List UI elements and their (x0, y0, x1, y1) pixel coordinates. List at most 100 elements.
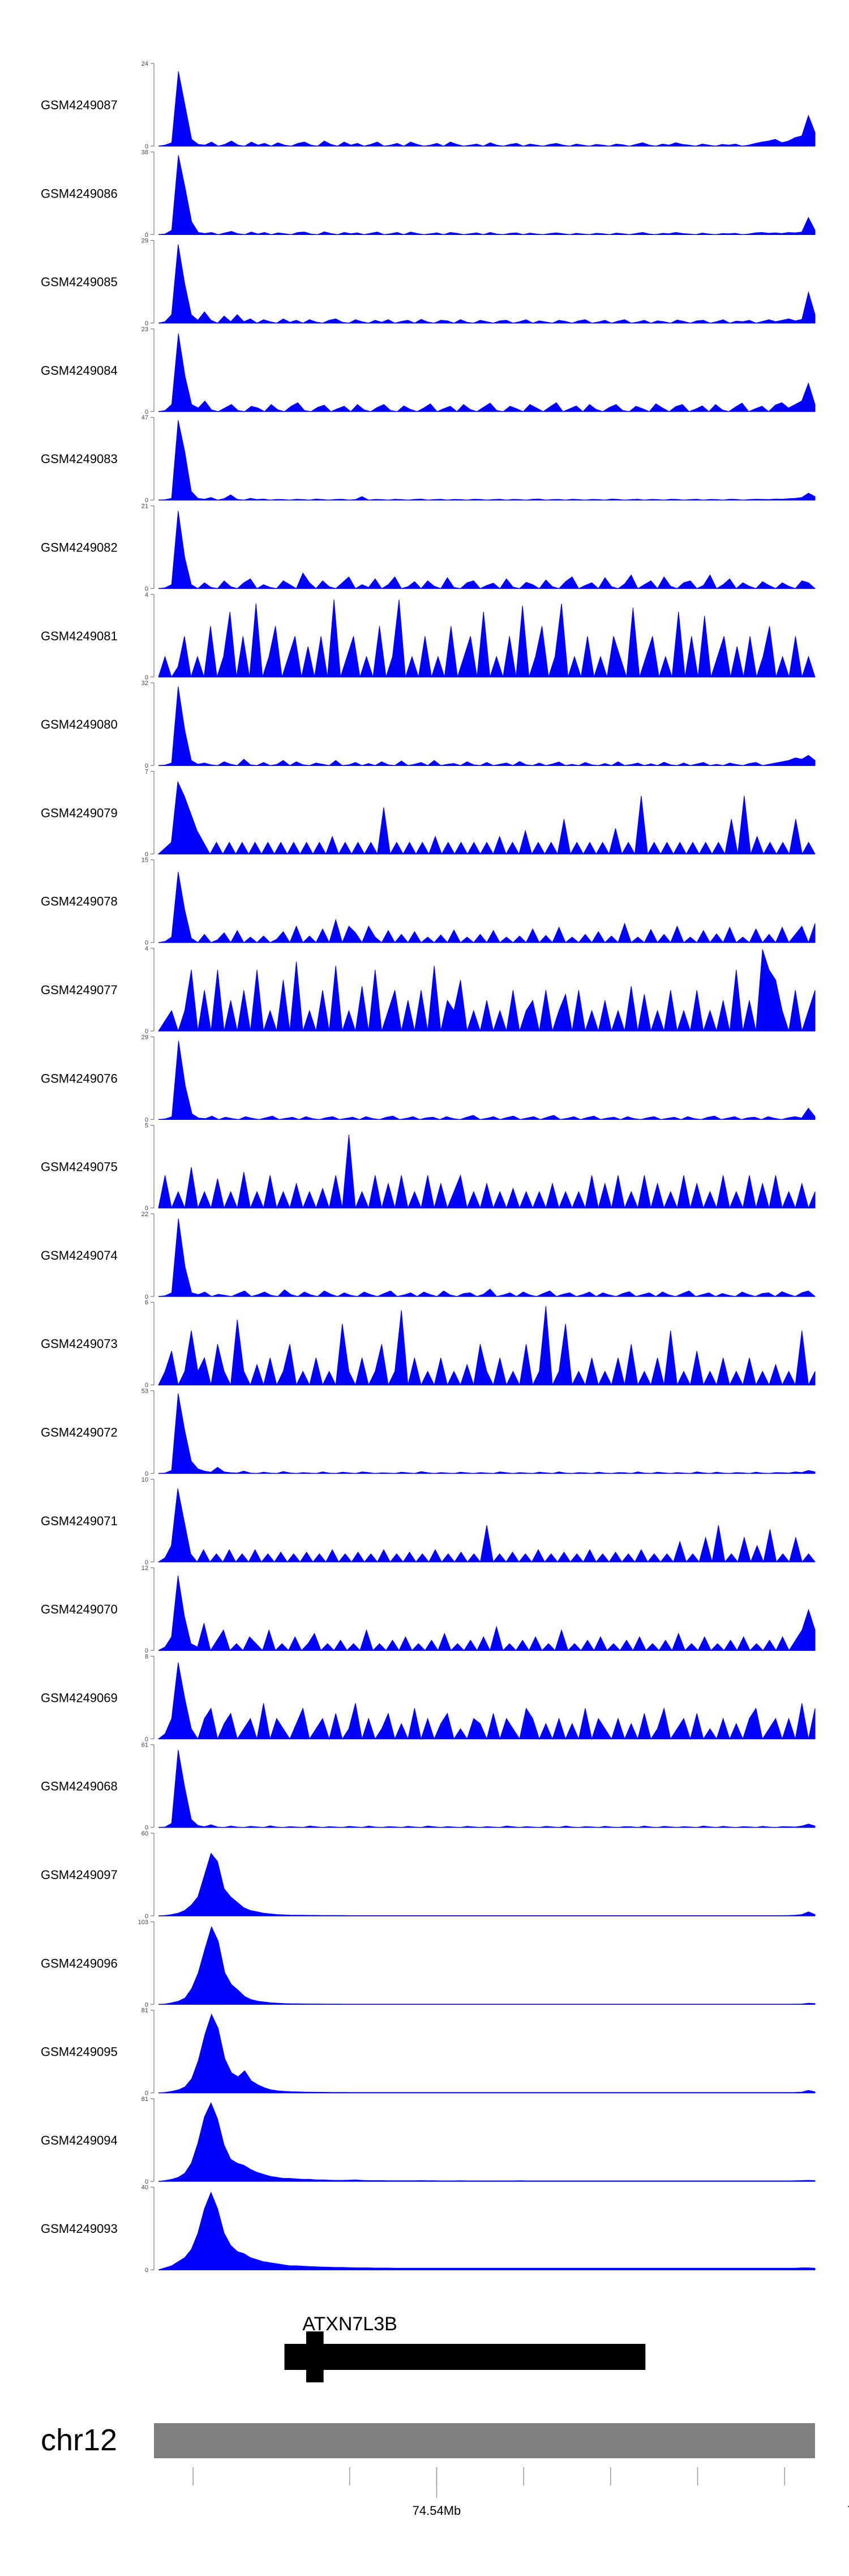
y-max-label: 24 (142, 61, 148, 67)
y-min-label: 0 (145, 940, 148, 947)
y-min-label: 0 (145, 763, 148, 769)
track-label: GSM4249070 (41, 1602, 118, 1616)
y-max-label: 103 (138, 1919, 148, 1925)
y-max-label: 5 (145, 1123, 148, 1129)
y-min-label: 0 (145, 851, 148, 858)
y-max-label: 29 (142, 1034, 148, 1041)
y-max-label: 7 (145, 768, 148, 775)
coverage-area (158, 71, 816, 147)
coverage-track: GSM4249070 12 0 (41, 1565, 816, 1654)
y-max-label: 6 (145, 1299, 148, 1306)
gene-name-label: ATXN7L3B (302, 2313, 397, 2335)
coverage-area (157, 1662, 816, 1740)
y-max-label: 29 (142, 238, 148, 245)
coverage-area (158, 871, 816, 944)
coverage-area (158, 1041, 816, 1120)
y-max-label: 8 (145, 1653, 148, 1660)
y-min-label: 0 (145, 1648, 148, 1654)
y-min-label: 0 (145, 1028, 148, 1035)
track-label: GSM4249072 (41, 1426, 118, 1440)
y-max-label: 10 (142, 1477, 148, 1483)
track-label: GSM4249083 (41, 452, 118, 466)
y-min-label: 0 (145, 232, 148, 238)
track-label: GSM4249075 (41, 1160, 118, 1174)
y-max-label: 40 (142, 2184, 148, 2191)
coverage-area (158, 1393, 816, 1474)
y-max-label: 81 (142, 2008, 148, 2014)
y-min-label: 0 (145, 497, 148, 504)
y-min-label: 0 (145, 674, 148, 681)
track-label: GSM4249094 (41, 2133, 118, 2147)
coverage-area (158, 1306, 816, 1387)
axis-tick-label: 74.54Mb (413, 2504, 461, 2518)
coverage-area (158, 1134, 816, 1209)
coverage-track: GSM4249085 29 0 (41, 238, 816, 327)
y-min-label: 0 (145, 1116, 148, 1123)
coverage-track: GSM4249075 5 0 (41, 1123, 816, 1212)
y-min-label: 0 (145, 1913, 148, 1920)
y-max-label: 38 (142, 149, 148, 156)
y-max-label: 61 (142, 1742, 148, 1749)
coverage-area (158, 333, 816, 412)
coverage-area (158, 599, 816, 678)
coverage-track: GSM4249069 8 0 (41, 1653, 816, 1743)
y-min-label: 0 (145, 1825, 148, 1832)
coverage-area (158, 686, 816, 766)
coverage-area (158, 2192, 816, 2270)
coverage-area (157, 781, 816, 855)
y-max-label: 22 (142, 1211, 148, 1218)
y-max-label: 53 (142, 1388, 148, 1395)
coverage-track: GSM4249087 24 0 (41, 61, 816, 150)
axis-tick-label: 74.55Mb (847, 2504, 849, 2518)
coverage-area (158, 1749, 816, 1828)
y-min-label: 0 (145, 2090, 148, 2097)
track-label: GSM4249084 (41, 363, 118, 378)
y-max-label: 4 (145, 592, 148, 598)
track-label: GSM4249096 (41, 1956, 118, 1970)
y-min-label: 0 (145, 586, 148, 593)
coverage-track: GSM4249071 10 0 (41, 1477, 816, 1566)
coverage-track: GSM4249093 40 0 (41, 2184, 816, 2274)
coverage-track: GSM4249077 4 0 (41, 945, 816, 1035)
coverage-track: GSM4249084 23 0 (41, 326, 816, 416)
coverage-area (158, 511, 816, 589)
y-min-label: 0 (145, 1559, 148, 1566)
y-min-label: 0 (145, 1294, 148, 1300)
coverage-track: GSM4249083 47 0 (41, 414, 816, 504)
track-label: GSM4249082 (41, 541, 118, 555)
coverage-area (158, 1925, 816, 2005)
coverage-area (158, 2102, 816, 2182)
track-label: GSM4249086 (41, 186, 118, 200)
coverage-area (158, 949, 816, 1032)
track-label: GSM4249080 (41, 717, 118, 731)
track-label: GSM4249073 (41, 1337, 118, 1351)
track-label: GSM4249079 (41, 806, 118, 820)
y-min-label: 0 (145, 409, 148, 416)
gene-annotation-track: ATXN7L3B (284, 2313, 646, 2382)
coverage-track: GSM4249068 61 0 (41, 1742, 816, 1832)
coverage-track: GSM4249094 81 0 (41, 2096, 816, 2185)
y-max-label: 15 (142, 857, 148, 864)
coverage-track: GSM4249074 22 0 (41, 1211, 816, 1300)
y-max-label: 32 (142, 680, 148, 687)
y-min-label: 0 (145, 320, 148, 327)
y-min-label: 0 (145, 1382, 148, 1389)
gene-body (284, 2344, 646, 2370)
coverage-track: GSM4249073 6 0 (41, 1299, 816, 1389)
coverage-track: GSM4249095 81 0 (41, 2008, 816, 2097)
track-label: GSM4249074 (41, 1248, 118, 1263)
track-label: GSM4249097 (41, 1868, 118, 1882)
track-label: GSM4249069 (41, 1691, 118, 1705)
y-max-label: 60 (142, 1830, 148, 1837)
y-min-label: 0 (145, 2001, 148, 2008)
track-label: GSM4249077 (41, 983, 118, 997)
track-label: GSM4249068 (41, 1779, 118, 1794)
y-max-label: 12 (142, 1565, 148, 1572)
y-min-label: 0 (145, 1471, 148, 1478)
y-max-label: 4 (145, 945, 148, 952)
y-min-label: 0 (145, 2179, 148, 2185)
track-label: GSM4249093 (41, 2222, 118, 2236)
gene-exon (306, 2331, 324, 2382)
track-label: GSM4249076 (41, 1071, 118, 1085)
